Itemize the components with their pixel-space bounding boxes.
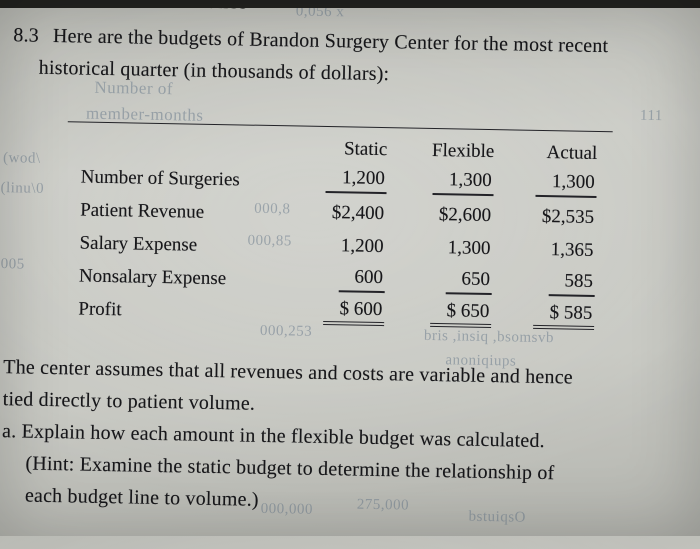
bleed-through-text: 111: [639, 107, 664, 125]
bleed-through-text: bstuiqsO: [468, 508, 527, 526]
cell-value: $ 650: [430, 299, 492, 329]
cell-value: 585: [548, 270, 596, 297]
cell-value: 1,300: [535, 170, 597, 198]
column-header-static: Static: [343, 138, 388, 161]
cell-value: $ 600: [323, 297, 385, 327]
bleed-through-text: 000,253: [259, 322, 313, 340]
budget-table: Static Flexible Actual Number of Surgeri…: [64, 121, 613, 331]
cell-value: 1,200: [340, 235, 384, 258]
problem-number: 8.3: [13, 24, 40, 47]
cell-value: $2,535: [541, 205, 595, 228]
problem-intro-line2: historical quarter (in thousands of doll…: [38, 56, 390, 86]
cell-value: $2,600: [438, 204, 492, 227]
row-label: Profit: [78, 298, 122, 321]
question-a-hint-line2: each budget line to volume.): [24, 484, 259, 511]
bleed-through-text: (005: [0, 255, 25, 273]
cell-value: 600: [338, 266, 386, 294]
row-label: Salary Expense: [79, 232, 198, 256]
cell-value: 1,365: [550, 239, 594, 261]
photo-edge-band: [0, 0, 700, 8]
bleed-through-text: 275,000: [356, 496, 410, 514]
bleed-through-text: (wod\: [2, 150, 41, 167]
cell-value: $2,400: [331, 202, 385, 225]
row-label: Nonsalary Expense: [78, 265, 227, 290]
cell-value: 1,300: [432, 168, 494, 197]
question-a-hint-line1: (Hint: Examine the static budget to dete…: [25, 452, 555, 485]
row-label: Patient Revenue: [79, 199, 205, 223]
row-label: Number of Surgeries: [80, 166, 240, 191]
cell-value: 1,300: [447, 237, 491, 260]
column-header-flexible: Flexible: [431, 139, 495, 163]
bleed-through-text: bris ,insiq ,bsomsvb: [423, 327, 555, 347]
problem-intro-line1: 8.3 Here are the budgets of Brandon Surg…: [13, 24, 608, 58]
problem-intro-text: Here are the budgets of Brandon Surgery …: [52, 24, 609, 58]
question-a-line1: a. Explain how each amount in the flexib…: [1, 420, 546, 453]
cell-value: 1,200: [325, 167, 387, 195]
bleed-through-text: 000,000: [260, 500, 314, 518]
bleed-through-text: (linu\0: [0, 180, 45, 197]
assumption-paragraph-line2: tied directly to patient volume.: [2, 388, 256, 415]
cell-value: 650: [445, 268, 493, 296]
cell-value: $ 585: [533, 301, 595, 330]
column-header-actual: Actual: [546, 142, 598, 164]
